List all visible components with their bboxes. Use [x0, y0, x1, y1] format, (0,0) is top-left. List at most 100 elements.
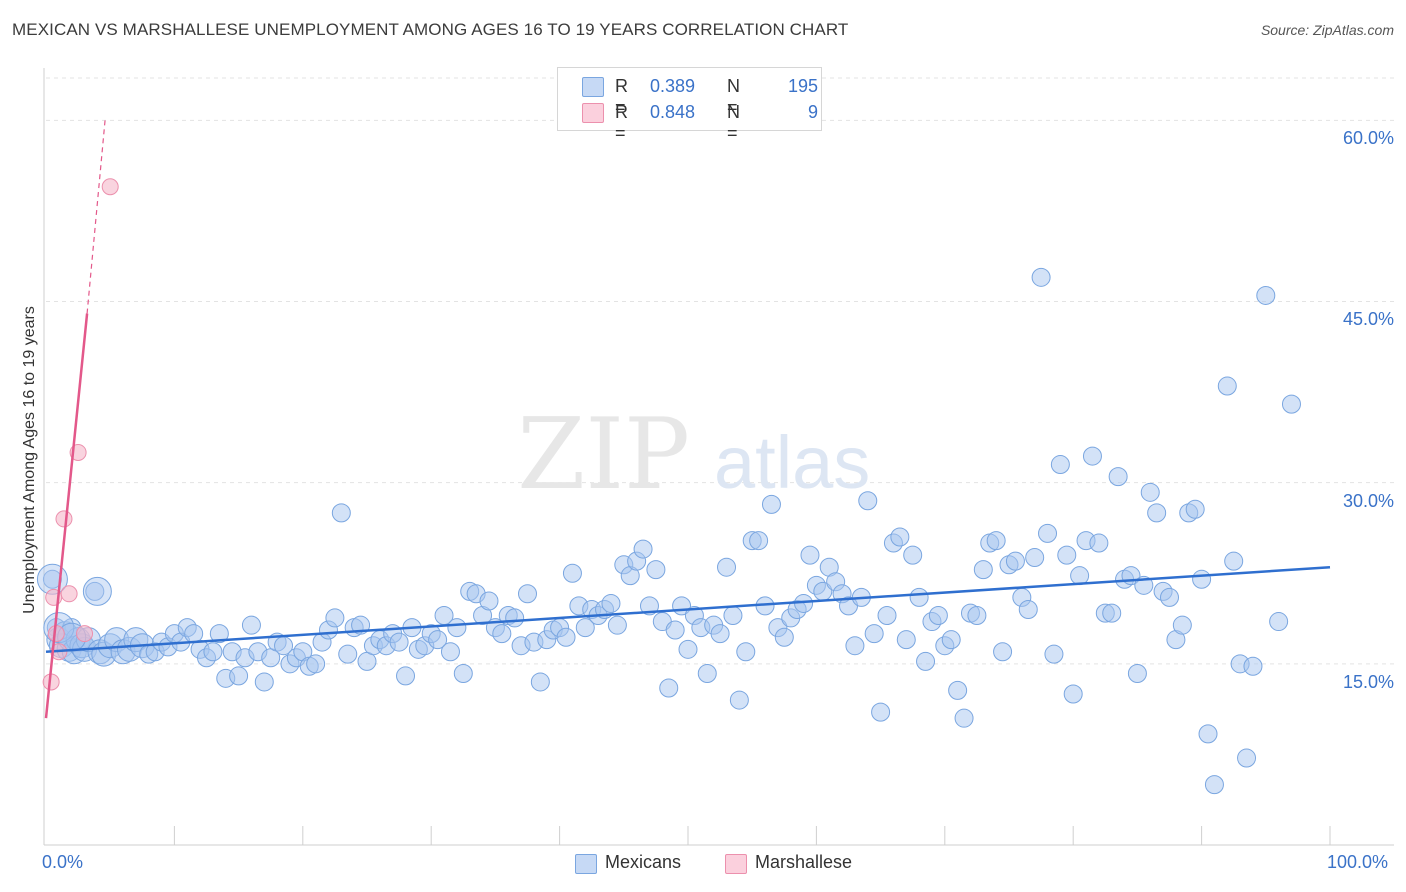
data-point-marshallese	[76, 625, 94, 643]
data-point-mexicans	[1044, 644, 1064, 664]
r-label: R =	[615, 76, 628, 117]
data-point-mexicans	[1204, 775, 1224, 795]
mexicans-swatch	[582, 77, 604, 97]
data-point-mexicans	[858, 491, 878, 511]
data-point-mexicans	[993, 642, 1013, 662]
data-point-mexicans	[447, 618, 467, 638]
data-point-mexicans	[241, 615, 261, 635]
data-point-mexicans	[479, 591, 499, 611]
data-point-mexicans	[948, 680, 968, 700]
data-point-mexicans	[1217, 376, 1237, 396]
n-value: 9	[807, 102, 818, 122]
data-point-mexicans	[428, 630, 448, 650]
data-point-mexicans	[903, 545, 923, 565]
data-point-mexicans	[1108, 467, 1128, 487]
data-point-mexicans	[607, 615, 627, 635]
data-point-mexicans	[954, 708, 974, 728]
mexicans-legend-swatch	[575, 854, 597, 874]
data-point-mexicans	[1160, 587, 1179, 607]
y-tick-label: 15.0%	[1342, 671, 1394, 692]
data-point-marshallese	[60, 585, 78, 603]
data-point-mexicans	[1269, 612, 1289, 632]
data-point-mexicans	[1198, 724, 1218, 744]
data-point-mexicans	[973, 560, 993, 580]
data-point-mexicans	[1172, 615, 1192, 635]
data-point-mexicans	[82, 576, 112, 606]
data-point-mexicans	[229, 666, 249, 686]
data-point-mexicans	[986, 531, 1006, 551]
data-point-mexicans	[659, 678, 679, 698]
marshallese-legend-label: Marshallese	[755, 852, 853, 872]
data-point-mexicans	[633, 539, 653, 559]
data-point-mexicans	[453, 663, 473, 683]
data-point-mexicans	[1243, 656, 1263, 676]
data-point-mexicans	[864, 624, 884, 644]
data-point-mexicans	[1005, 551, 1025, 571]
marshallese-legend-swatch	[725, 854, 747, 874]
data-point-mexicans	[896, 630, 916, 650]
data-point-mexicans	[575, 618, 595, 638]
data-point-mexicans	[665, 620, 685, 640]
y-tick-label: 45.0%	[1342, 309, 1394, 330]
data-point-mexicans	[518, 584, 537, 604]
data-point-marshallese	[55, 510, 73, 528]
r-value: 0.389	[650, 76, 696, 96]
data-point-mexicans	[909, 587, 929, 607]
data-point-mexicans	[1070, 566, 1090, 586]
data-point-mexicans	[85, 581, 105, 601]
x-tick-min: 0.0%	[42, 852, 84, 872]
n-value: 195	[787, 76, 818, 96]
data-point-mexicans	[1038, 523, 1058, 543]
data-point-mexicans	[1102, 603, 1122, 623]
data-point-mexicans	[800, 545, 820, 565]
axes	[43, 68, 1394, 846]
data-point-mexicans	[710, 624, 730, 644]
correlation-legend: R = 0.389 N = 195 R = 0.848 N = 9	[557, 67, 822, 143]
watermark-zip: ZIP	[517, 398, 690, 512]
data-point-mexicans	[1127, 663, 1147, 683]
mexicans-points	[36, 267, 1301, 795]
trend-lines	[44, 120, 1331, 719]
data-point-mexicans	[325, 608, 345, 628]
data-point-mexicans	[440, 642, 460, 662]
data-point-mexicans	[1018, 599, 1038, 619]
data-point-mexicans	[845, 636, 865, 656]
r-value: 0.848	[650, 102, 696, 122]
data-point-mexicans	[396, 666, 416, 686]
data-point-mexicans	[877, 606, 897, 626]
data-point-mexicans	[1192, 569, 1212, 589]
data-point-mexicans	[492, 624, 512, 644]
data-point-mexicans	[646, 560, 666, 580]
data-point-mexicans	[331, 503, 351, 523]
marshallese-swatch	[582, 103, 604, 123]
data-point-mexicans	[1082, 446, 1102, 466]
data-point-mexicans	[1281, 394, 1301, 414]
data-point-mexicans	[562, 563, 582, 583]
source-label: Source: ZipAtlas.com	[1260, 22, 1394, 38]
data-point-mexicans	[697, 663, 717, 683]
data-point-marshallese	[101, 178, 119, 196]
data-point-mexicans	[1057, 545, 1077, 565]
data-point-mexicans	[1224, 551, 1244, 571]
data-point-mexicans	[967, 606, 987, 626]
data-point-mexicans	[761, 494, 781, 514]
data-point-mexicans	[1147, 503, 1167, 523]
data-point-mexicans	[203, 642, 223, 662]
data-point-mexicans	[1050, 455, 1070, 475]
x-tick-max: 100.0%	[1327, 852, 1389, 872]
y-tick-label: 60.0%	[1342, 128, 1394, 149]
data-point-mexicans	[1025, 548, 1045, 568]
data-point-mexicans	[254, 672, 274, 692]
y-tick-label: 30.0%	[1342, 490, 1394, 511]
data-point-mexicans	[389, 632, 409, 652]
data-point-mexicans	[338, 644, 358, 664]
n-label: N =	[727, 76, 740, 117]
data-point-mexicans	[1063, 684, 1083, 704]
data-point-mexicans	[1089, 533, 1109, 553]
data-point-mexicans	[1185, 499, 1205, 519]
data-point-mexicans	[1031, 267, 1051, 287]
data-point-mexicans	[678, 639, 698, 659]
data-point-mexicans	[42, 569, 62, 589]
data-point-mexicans	[639, 596, 659, 616]
trend-line-marshallese	[44, 313, 89, 719]
